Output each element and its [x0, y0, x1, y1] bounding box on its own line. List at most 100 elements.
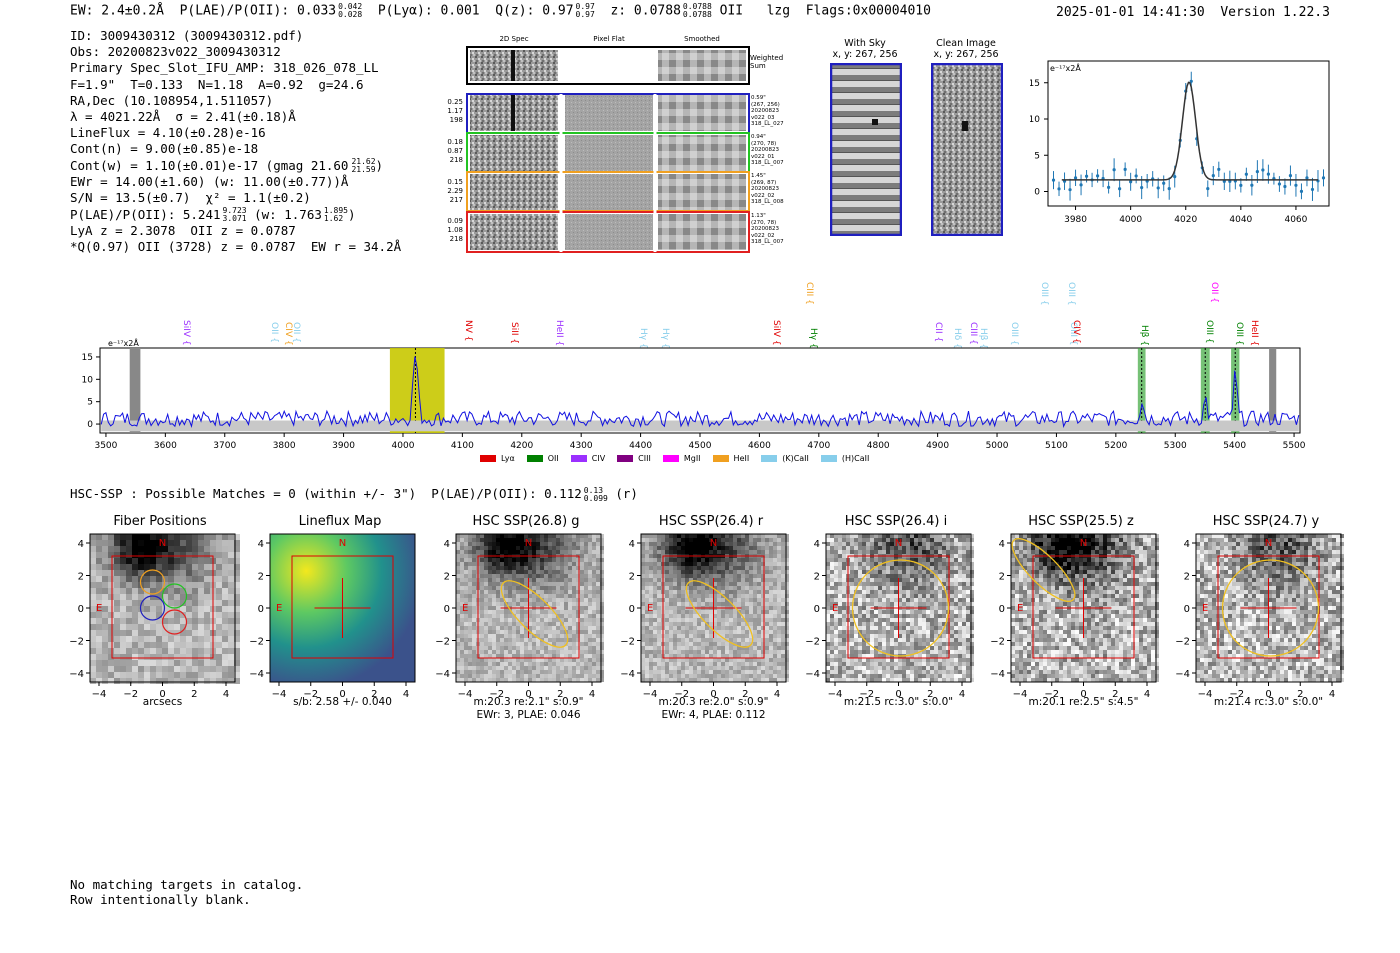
- hsc-panel-image: N E −4 −2 0 2 4 4 2 0 −2 −4: [621, 533, 789, 700]
- hsc-ytick-label: 0: [629, 604, 635, 615]
- info-cont-n: Cont(n) = 9.00(±0.85)e-18: [70, 141, 259, 157]
- info-lambda: λ = 4021.22Å σ = 2.41(±0.18)Å: [70, 109, 296, 125]
- spectrum-masked-band: [1269, 348, 1277, 433]
- hsc-ytick-label: 2: [444, 572, 450, 583]
- hsc-ytick-label: 0: [78, 604, 84, 615]
- spectrum-line-band: [1137, 348, 1146, 433]
- spec2d-row-2-meta: 0.94" (270, 78) 20200823 v022_01 318_LL_…: [751, 134, 784, 166]
- hsc-xtick-label: 4: [774, 689, 780, 700]
- spec2d-header-2dspec: 2D Spec: [499, 35, 529, 43]
- hsc-panel-image: N E −4 −2 0 2 4 4 2 0 −2 −4: [1176, 533, 1344, 700]
- zoom-data-point: [1107, 185, 1111, 190]
- hsc-panel-title: HSC SSP(26.8) g: [472, 514, 580, 529]
- clean-image: [931, 63, 1003, 236]
- footer-no-targets: No matching targets in catalog.: [70, 877, 304, 892]
- hsc-panel-image: N E −4 −2 0 2 4 4 2 0 −2 −4: [436, 533, 604, 700]
- spectrum-xtick-label: 3500: [94, 441, 117, 451]
- spectrum-line-label: CIII {: [804, 282, 814, 305]
- zoom-data-point: [1140, 185, 1144, 190]
- hsc-panel-title: HSC SSP(26.4) i: [844, 514, 948, 529]
- zoom-data-point: [1299, 189, 1304, 193]
- hsc-ytick-label: −4: [991, 669, 1005, 680]
- spec2d-images: [466, 46, 750, 253]
- hsc-ytick-label: −2: [250, 637, 264, 648]
- legend-item: MgII: [662, 454, 701, 463]
- spectrum-masked-band: [129, 348, 141, 433]
- spectrum-xtick-label: 5000: [986, 441, 1009, 451]
- hsc-xtick-label: 4: [1144, 689, 1150, 700]
- hsc-xtick-label: −2: [303, 689, 318, 700]
- hsc-xtick-label: −2: [489, 689, 504, 700]
- zoom-data-point: [1068, 188, 1072, 192]
- zoom-data-point: [1239, 183, 1243, 187]
- hsc-xtick-label: −2: [859, 689, 874, 700]
- spec2d-row-3-nums: 0.15 2.29 217: [447, 178, 463, 204]
- spectrum-xtick-label: 5200: [1104, 441, 1127, 451]
- hsc-panel-caption: m:20.1 re:2.5" s:4.5": [1028, 696, 1139, 708]
- hsc-xtick-label: 2: [927, 689, 933, 700]
- compass-north: N: [525, 538, 532, 549]
- hsc-ytick-label: 2: [258, 572, 264, 583]
- spectrum-ytick-label: 0: [87, 420, 93, 430]
- legend-swatch: [480, 455, 496, 462]
- zoom-data-point: [1051, 178, 1056, 182]
- hsc-ytick-label: 0: [1184, 604, 1190, 615]
- legend-item: HeII: [712, 454, 749, 463]
- zoom-ytick-label: 0: [1034, 188, 1040, 198]
- compass-east: E: [1202, 603, 1208, 614]
- spectrum-xtick-label: 4700: [807, 441, 830, 451]
- zoom-data-point: [1079, 183, 1083, 187]
- hsc-ytick-label: 4: [258, 539, 264, 550]
- legend-swatch: [820, 455, 837, 462]
- with-sky-image: [830, 63, 902, 236]
- hsc-ytick-label: 4: [814, 539, 820, 550]
- hsc-xtick-label: 4: [1329, 689, 1335, 700]
- zoom-data-point: [1310, 187, 1315, 192]
- hsc-ytick-label: 0: [258, 604, 264, 615]
- spectrum-xtick-label: 5500: [1283, 441, 1306, 451]
- compass-east: E: [832, 603, 838, 614]
- hsc-ytick-label: −2: [436, 637, 450, 648]
- spec2d-row-1-meta: 0.59" (267, 256) 20200823 v022_03 318_LL…: [751, 95, 784, 127]
- hsc-xtick-label: 2: [191, 689, 197, 700]
- spectrum-ytick-label: 5: [87, 398, 93, 408]
- spectrum-xtick-label: 4600: [748, 441, 771, 451]
- spec2d-header-smoothed: Smoothed: [684, 35, 720, 43]
- hsc-panel-image: N E −4 −2 0 2 4 4 2 0 −2 −4: [70, 533, 240, 700]
- zoom-ytick-label: 5: [1034, 151, 1040, 161]
- zoom-ytick-label: 15: [1030, 79, 1040, 89]
- hsc-xtick-label: 0: [895, 689, 901, 700]
- spec2d-row-1-nums: 0.25 1.17 198: [447, 98, 463, 124]
- compass-east: E: [96, 603, 102, 614]
- zoom-data-point: [1321, 176, 1326, 180]
- hsc-ytick-label: −4: [621, 669, 635, 680]
- hsc-panel-title: HSC SSP(24.7) y: [1212, 514, 1320, 529]
- spectrum-xtick-label: 4500: [689, 441, 712, 451]
- info-z: LyA z = 2.3078 OII z = 0.0787: [70, 223, 296, 239]
- spectrum-unit-label: e⁻¹⁷x2Å: [108, 337, 139, 348]
- hsc-ytick-label: 4: [999, 539, 1005, 550]
- hsc-xtick-label: 0: [1265, 689, 1271, 700]
- info-best-z: *Q(0.97) OII (3728) z = 0.0787 EW r = 34…: [70, 239, 402, 255]
- compass-east: E: [647, 603, 653, 614]
- compass-north: N: [1265, 538, 1272, 549]
- info-sn: S/N = 13.5(±0.7) χ² = 1.1(±0.2): [70, 190, 311, 206]
- hsc-xtick-label: −4: [643, 689, 658, 700]
- fiber-circle: [161, 609, 188, 635]
- spectrum-line-label: OII {: [1209, 282, 1219, 303]
- info-plae: P(LAE)/P(OII): 5.241 9.723 3.071 (w: 1.763…: [70, 206, 356, 224]
- hsc-panel-caption: s/b: 2.58 +/- 0.040: [293, 696, 392, 708]
- hsc-aperture-box: [1032, 555, 1135, 659]
- spectrum-xtick-label: 4800: [867, 441, 890, 451]
- zoom-data-point: [1173, 175, 1177, 179]
- spectrum-xtick-label: 4300: [570, 441, 593, 451]
- legend-item: (H)CaII: [820, 454, 869, 463]
- hsc-ytick-label: −4: [250, 669, 264, 680]
- spectrum-legend: Lyα OII CIV CIII MgII HeII (K)CaII (H)CaII: [480, 447, 881, 466]
- info-radec: RA,Dec (10.108954,1.511057): [70, 92, 274, 108]
- spectrum-error-band: [101, 420, 1299, 432]
- fiber-circle: [161, 583, 188, 609]
- zoom-data-point: [1217, 167, 1221, 171]
- hsc-ytick-label: 2: [999, 572, 1005, 583]
- spectrum-line-band: [1231, 348, 1240, 433]
